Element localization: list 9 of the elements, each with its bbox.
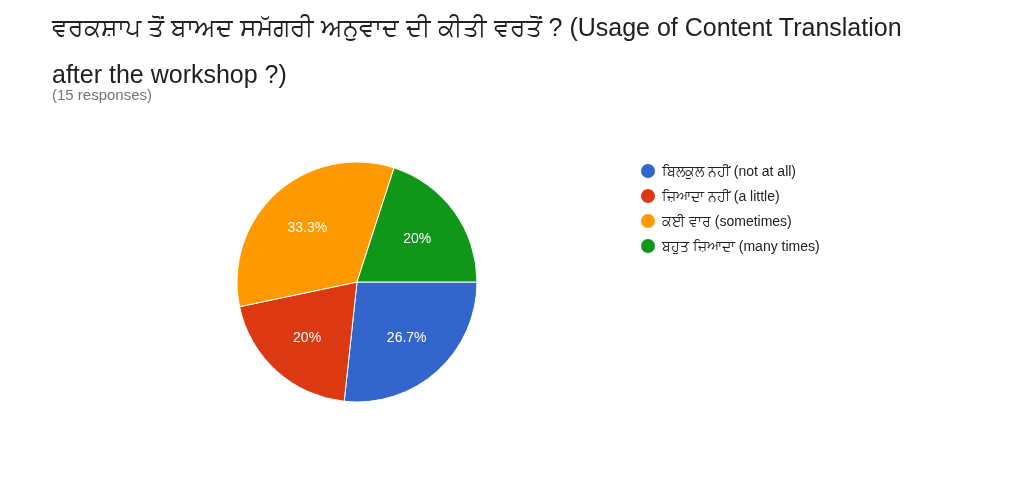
data-label: 26.7% xyxy=(386,329,427,346)
legend-label: ਜ਼ਿਆਦਾ ਨਹੀਂ (a little) xyxy=(661,188,780,204)
legend-label: ਬਹੁਤ ਜ਼ਿਆਦਾ (many times) xyxy=(661,238,820,254)
legend-label: ਕਈ ਵਾਰ (sometimes) xyxy=(661,213,792,229)
text: (15 responses) xyxy=(52,86,153,103)
legend-label: ਬਿਲਕੁਲ ਨਹੀਂ (not at all) xyxy=(661,163,797,179)
data-label: 20% xyxy=(293,329,322,346)
data-label: 20% xyxy=(403,230,432,247)
data-label: 33.3% xyxy=(287,218,328,235)
